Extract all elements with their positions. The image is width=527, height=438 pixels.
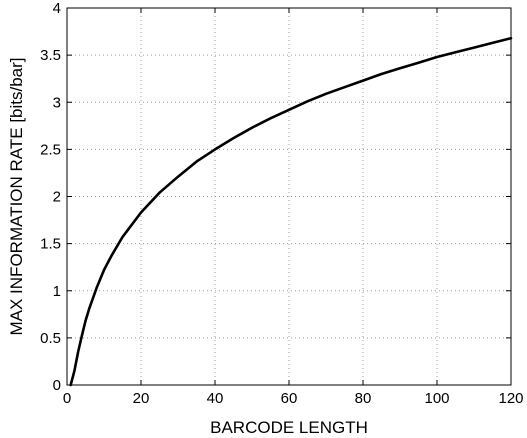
y-tick-label: 2 <box>53 189 61 206</box>
y-axis-label: MAX INFORMATION RATE [bits/bar] <box>7 57 26 335</box>
grid <box>67 8 511 385</box>
tick-labels: 0 20 40 60 80 100 120 0 0.5 1 1.5 2 2.5 3 3.5 4 <box>40 0 523 407</box>
series-line <box>71 38 511 385</box>
y-tick-label: 0 <box>53 377 61 394</box>
y-tick-label: 1 <box>53 283 61 300</box>
x-tick-label: 80 <box>355 390 372 407</box>
y-tick-label: 3.5 <box>40 47 61 64</box>
x-tick-label: 60 <box>281 390 298 407</box>
x-tick-label: 0 <box>63 390 71 407</box>
x-tick-label: 40 <box>207 390 224 407</box>
y-tick-label: 1.5 <box>40 236 61 253</box>
x-tick-label: 100 <box>424 390 449 407</box>
x-axis-label: BARCODE LENGTH <box>210 418 368 437</box>
y-tick-label: 2.5 <box>40 141 61 158</box>
x-tick-label: 20 <box>133 390 150 407</box>
x-tick-label: 120 <box>498 390 523 407</box>
y-tick-label: 4 <box>53 0 61 17</box>
series-group <box>71 38 511 385</box>
y-tick-label: 3 <box>53 94 61 111</box>
y-tick-label: 0.5 <box>40 330 61 347</box>
